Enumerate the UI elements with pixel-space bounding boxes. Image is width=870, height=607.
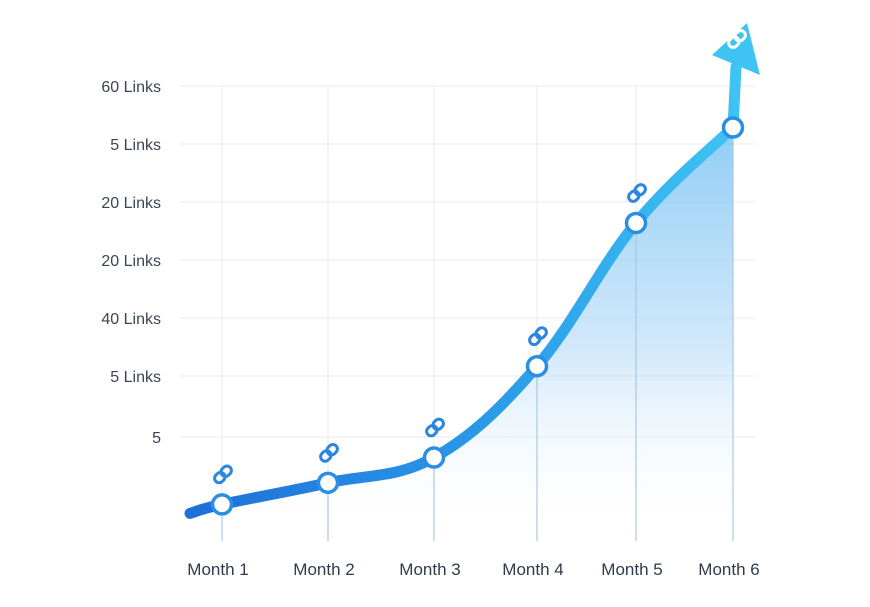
y-tick-label: 5 Links [110,137,161,154]
x-tick-label: Month 4 [502,560,563,579]
area-shape [190,127,733,537]
y-tick-label: 5 [152,430,161,447]
y-tick-label: 20 Links [101,195,161,212]
data-point-center [632,219,640,227]
link-loop [431,417,445,432]
link-loop [425,423,439,438]
link-loop [319,449,333,463]
data-point-center [729,124,737,132]
x-tick-label: Month 2 [293,560,354,579]
chain-link-icon [319,442,339,463]
x-tick-label: Month 6 [698,560,759,579]
y-tick-label: 60 Links [101,79,161,96]
link-loop [528,332,542,347]
link-loop [733,29,747,43]
chain-link-icon [213,464,233,485]
chain-link-icon [425,417,445,438]
link-loop [534,326,548,340]
data-point-center [324,479,332,487]
data-points [210,116,745,516]
y-axis-ticks: 60 Links 5 Links 20 Links 20 Links 40 Links 5… [101,79,161,447]
link-loop [213,470,227,485]
area-fill [190,127,733,537]
link-loop [219,464,233,478]
data-point-center [533,362,541,370]
point-drop-lines [221,127,734,541]
chain-link-icon [528,326,548,347]
x-tick-label: Month 3 [399,560,460,579]
link-loop [627,189,641,203]
data-point-center [430,454,438,462]
y-tick-label: 5 Links [110,369,161,386]
x-tick-label: Month 5 [601,560,662,579]
link-loop [727,35,741,49]
chain-link-icon [727,29,747,49]
link-loop [325,442,339,457]
link-icons [213,29,747,485]
arrowhead-icon [712,23,760,75]
link-loop [633,183,647,197]
x-axis-ticks: Month 1 Month 2 Month 3 Month 4 Month 5 Month… [187,560,759,579]
y-tick-label: 40 Links [101,311,161,328]
y-tick-label: 20 Links [101,253,161,270]
data-point-center [218,500,226,508]
chain-link-icon [627,183,647,203]
x-tick-label: Month 1 [187,560,248,579]
